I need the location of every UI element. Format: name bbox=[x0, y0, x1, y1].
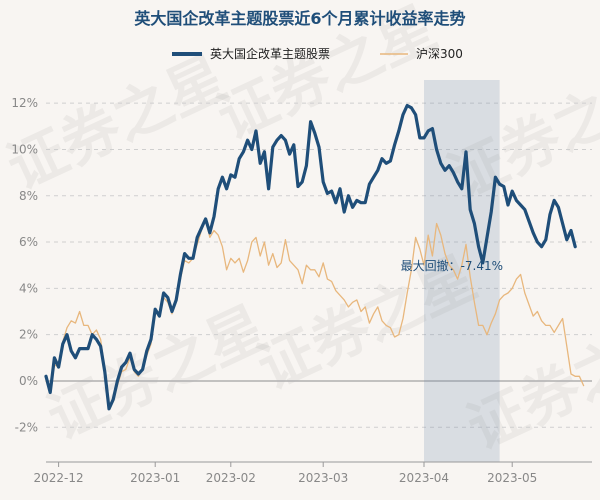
x-tick-label: 2023-01 bbox=[130, 471, 180, 485]
legend-label-fund: 英大国企改革主题股票 bbox=[210, 46, 330, 61]
y-tick-label: 8% bbox=[19, 189, 38, 203]
x-tick-label: 2023-03 bbox=[298, 471, 348, 485]
y-tick-label: 2% bbox=[19, 328, 38, 342]
drawdown-annotation: 最大回撤：-7.41% bbox=[401, 258, 503, 273]
watermark: 证券之星 证券之星 证券之星 证券之星 证券之星 证券之星 bbox=[0, 0, 600, 463]
y-tick-label: -2% bbox=[15, 420, 38, 434]
chart-title: 英大国企改革主题股票近6个月累计收益率走势 bbox=[133, 9, 465, 28]
y-tick-label: 4% bbox=[19, 281, 38, 295]
series-lines bbox=[44, 103, 585, 411]
svg-text:证券之星: 证券之星 bbox=[37, 293, 276, 453]
y-tick-label: 10% bbox=[11, 142, 38, 156]
x-tick-label: 2023-02 bbox=[206, 471, 256, 485]
x-tick-label: 2022-12 bbox=[34, 471, 84, 485]
y-axis: -2% 0% 2% 4% 6% 8% 10% 12% bbox=[11, 96, 38, 434]
svg-text:证券之星: 证券之星 bbox=[0, 43, 236, 203]
legend: 英大国企改革主题股票 沪深300 bbox=[172, 46, 463, 61]
y-tick-label: 12% bbox=[11, 96, 38, 110]
x-tick-label: 2023-04 bbox=[399, 471, 449, 485]
y-tick-label: 0% bbox=[19, 374, 38, 388]
series-line-fund bbox=[44, 103, 577, 411]
y-tick-label: 6% bbox=[19, 235, 38, 249]
x-tick-label: 2023-05 bbox=[487, 471, 537, 485]
x-axis: 2022-12 2023-01 2023-02 2023-03 2023-04 2023-… bbox=[34, 461, 592, 485]
legend-label-index: 沪深300 bbox=[416, 47, 463, 61]
